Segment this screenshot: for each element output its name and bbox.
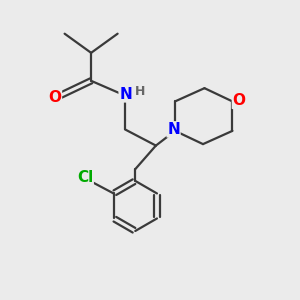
Text: Cl: Cl xyxy=(77,170,93,185)
Text: O: O xyxy=(232,93,245,108)
Text: O: O xyxy=(48,90,62,105)
Text: H: H xyxy=(135,85,146,98)
Text: N: N xyxy=(119,87,132,102)
Text: N: N xyxy=(167,122,180,137)
